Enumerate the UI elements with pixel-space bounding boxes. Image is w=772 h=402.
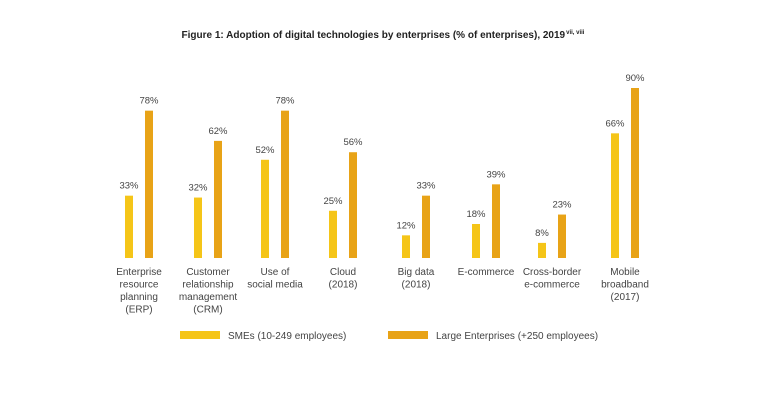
bar-sme-7	[611, 133, 619, 258]
value-labels-group: 33% 78% 32% 62% 52% 78% 25% 56% 12% 33% 18% 39% 8% 23…	[119, 73, 645, 239]
legend-swatch-large	[388, 331, 428, 339]
bar-large-3	[349, 152, 357, 258]
value-label-sme-0: 33%	[119, 181, 139, 192]
bar-large-1	[214, 140, 222, 258]
value-label-large-2: 78%	[275, 96, 295, 107]
value-label-large-1: 62%	[208, 126, 228, 137]
value-label-large-0: 78%	[139, 96, 159, 107]
category-labels-group: Enterprise resource planning (ERP) Customer r…	[116, 267, 649, 316]
bar-large-4	[422, 195, 430, 258]
bar-sme-1	[194, 197, 202, 258]
chart-title-text: Figure 1: Adoption of digital technologi…	[182, 30, 566, 41]
value-label-large-4: 33%	[416, 181, 436, 192]
bar-sme-3	[329, 210, 337, 258]
bar-sme-4	[402, 235, 410, 258]
value-label-large-5: 39%	[486, 169, 506, 180]
legend-label-sme: SMEs (10-249 employees)	[228, 331, 346, 342]
value-label-sme-1: 32%	[188, 183, 208, 194]
value-label-sme-2: 52%	[255, 145, 275, 156]
value-label-large-6: 23%	[552, 200, 572, 211]
bar-sme-6	[538, 242, 546, 258]
legend: SMEs (10-249 employees) Large Enterprises…	[180, 331, 598, 342]
bar-large-5	[492, 184, 500, 258]
category-label-2: Use of social media	[247, 267, 303, 291]
value-label-large-7: 90%	[625, 73, 645, 84]
value-label-sme-3: 25%	[323, 196, 343, 207]
value-label-sme-6: 8%	[535, 228, 549, 239]
bar-large-0	[145, 110, 153, 259]
bar-sme-0	[125, 195, 133, 258]
bar-large-2	[281, 110, 289, 259]
legend-swatch-sme	[180, 331, 220, 339]
value-label-sme-4: 12%	[396, 220, 416, 231]
bars-group	[125, 88, 639, 259]
category-label-4: Big data (2018)	[398, 267, 435, 291]
chart-title-superscript: vii, viii	[566, 30, 585, 36]
bar-sme-5	[472, 224, 480, 258]
category-label-3: Cloud (2018)	[329, 267, 358, 291]
bar-large-6	[558, 214, 566, 258]
category-label-5: E-commerce	[458, 267, 515, 278]
chart-title: Figure 1: Adoption of digital technologi…	[182, 30, 585, 41]
value-label-sme-5: 18%	[466, 209, 486, 220]
value-label-sme-7: 66%	[605, 118, 625, 129]
category-label-0: Enterprise resource planning (ERP)	[116, 267, 162, 316]
category-label-7: Mobile broadband (2017)	[601, 267, 649, 303]
category-label-1: Customer relationship management (CRM)	[179, 267, 238, 316]
bar-large-7	[631, 88, 639, 258]
bar-sme-2	[261, 159, 269, 258]
value-label-large-3: 56%	[343, 137, 363, 148]
category-label-6: Cross-border e-commerce	[523, 267, 582, 291]
legend-label-large: Large Enterprises (+250 employees)	[436, 331, 598, 342]
